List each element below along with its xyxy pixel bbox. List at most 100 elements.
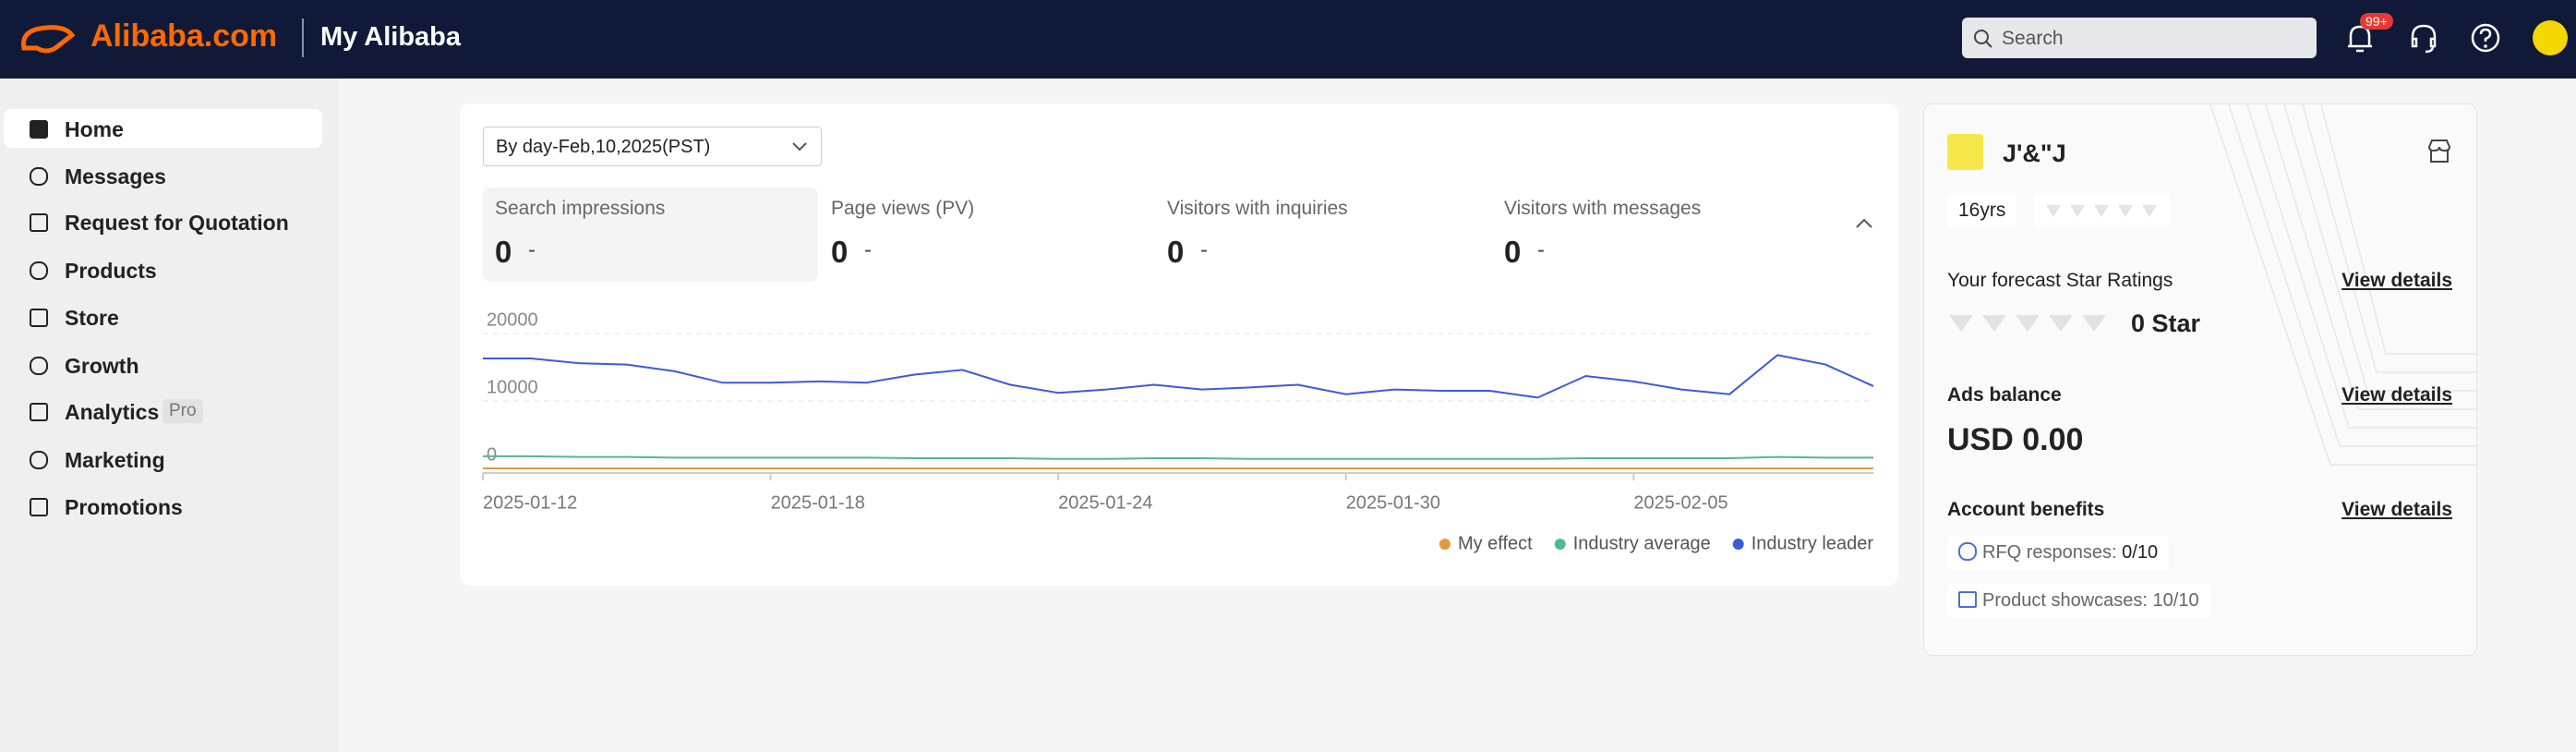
benefit-rfq: RFQ responses: 0/10 bbox=[1947, 536, 2170, 570]
header-title: My Alibaba bbox=[320, 22, 462, 52]
avatar[interactable] bbox=[2533, 20, 2568, 55]
benefit-showcase: Product showcases: 10/10 bbox=[1947, 584, 2210, 618]
search-placeholder: Search bbox=[2002, 28, 2064, 49]
sidebar-item[interactable]: Home bbox=[4, 109, 322, 148]
profile-logo bbox=[1947, 134, 1983, 170]
ads-balance: USD 0.00 bbox=[1947, 422, 2084, 457]
metric-change: - bbox=[528, 237, 536, 262]
benefit-label: RFQ responses: bbox=[1982, 542, 2117, 563]
date-selector-text: By day-Feb,10,2025(PST) bbox=[496, 137, 711, 157]
metric-value: 0 bbox=[1167, 235, 1185, 269]
help-icon[interactable] bbox=[2469, 21, 2502, 55]
x-tick-label: 2025-02-05 bbox=[1633, 492, 1727, 513]
series-line bbox=[483, 455, 1873, 460]
metric-value: 0 bbox=[495, 235, 512, 269]
benefit-label: Product showcases: bbox=[1982, 590, 2148, 611]
header: Alibaba.com My Alibaba Search 99+ bbox=[0, 0, 2576, 79]
benefits-link[interactable]: View details bbox=[2341, 499, 2452, 520]
date-selector[interactable]: By day-Feb,10,2025(PST) bbox=[483, 127, 822, 166]
sidebar-item[interactable]: Analytics Pro bbox=[4, 392, 322, 431]
star-title: Your forecast Star Ratings bbox=[1947, 270, 2173, 291]
metric-label: Visitors with messages bbox=[1504, 198, 1702, 219]
account-panel: J'&"J 16yrs Your forecast Star Ratings V… bbox=[1923, 103, 2477, 656]
sidebar-label: Products bbox=[65, 259, 157, 283]
support-icon[interactable] bbox=[2407, 22, 2440, 55]
diamond-pill bbox=[2033, 193, 2170, 228]
metric-change: - bbox=[1537, 237, 1545, 262]
legend-label: My effect bbox=[1458, 533, 1533, 553]
benefit-icon bbox=[1958, 591, 1977, 608]
chevron-up[interactable] bbox=[1854, 216, 1874, 231]
sidebar-label: Home bbox=[65, 117, 124, 141]
sidebar-item[interactable]: Products bbox=[4, 250, 322, 289]
ads-link[interactable]: View details bbox=[2341, 384, 2452, 406]
chevron-down bbox=[792, 142, 807, 152]
search-box[interactable]: Search bbox=[1962, 18, 2317, 58]
legend-swatch bbox=[1732, 539, 1744, 550]
pro-badge: Pro bbox=[163, 399, 203, 423]
x-tick-label: 2025-01-24 bbox=[1058, 492, 1152, 513]
sidebar-label: Messages bbox=[65, 164, 166, 188]
metric-label: Search impressions bbox=[495, 198, 666, 219]
sidebar-item[interactable]: Request for Quotation bbox=[4, 202, 322, 241]
series-line bbox=[483, 354, 1874, 399]
sidebar-icon bbox=[30, 261, 48, 280]
sidebar-item[interactable]: Promotions bbox=[4, 487, 322, 526]
sidebar-label: Request for Quotation bbox=[65, 211, 289, 235]
x-tick-label: 2025-01-12 bbox=[483, 492, 577, 513]
sidebar-item[interactable]: Messages bbox=[4, 156, 322, 195]
sidebar-icon bbox=[30, 120, 48, 139]
sidebar-label: Marketing bbox=[65, 448, 165, 472]
analytics-card: By day-Feb,10,2025(PST) Search impressio… bbox=[460, 103, 1898, 586]
notification-badge: 99+ bbox=[2360, 13, 2393, 30]
sidebar-icon bbox=[30, 357, 48, 375]
benefits-title: Account benefits bbox=[1947, 499, 2105, 520]
sidebar-label: Store bbox=[65, 306, 119, 330]
logo-icon bbox=[21, 25, 76, 54]
y-tick-label: 10000 bbox=[487, 377, 538, 397]
benefit-value: 0/10 bbox=[2122, 542, 2159, 563]
x-tick-label: 2025-01-18 bbox=[771, 492, 865, 513]
sidebar-label: Analytics bbox=[65, 400, 160, 424]
sidebar: Home Messages Request for Quotation Product… bbox=[0, 79, 339, 752]
sidebar-icon bbox=[30, 213, 48, 232]
star-diamonds bbox=[1949, 315, 2106, 332]
legend-swatch bbox=[1438, 539, 1451, 550]
metric-highlight bbox=[483, 188, 818, 282]
profile-name: J'&"J bbox=[2003, 139, 2066, 167]
y-tick-label: 20000 bbox=[487, 309, 538, 330]
years-pill: 16yrs bbox=[1947, 193, 2017, 228]
star-link[interactable]: View details bbox=[2341, 270, 2452, 291]
legend-label: Industry leader bbox=[1751, 533, 1874, 553]
bell-icon[interactable] bbox=[2345, 22, 2377, 55]
sidebar-label: Growth bbox=[65, 354, 139, 378]
metric-value: 0 bbox=[1504, 235, 1522, 269]
metric-label: Visitors with inquiries bbox=[1167, 198, 1348, 219]
x-tick-label: 2025-01-30 bbox=[1346, 492, 1440, 513]
metric-change: - bbox=[1200, 237, 1208, 262]
sidebar-label: Promotions bbox=[65, 495, 183, 519]
benefit-value: 10/10 bbox=[2152, 590, 2199, 611]
sidebar-item[interactable]: Marketing bbox=[4, 440, 322, 479]
sidebar-icon bbox=[30, 309, 48, 327]
logo-text: Alibaba.com bbox=[90, 18, 278, 54]
sidebar-icon bbox=[30, 167, 48, 186]
sidebar-icon bbox=[30, 403, 48, 421]
ads-title: Ads balance bbox=[1947, 384, 2062, 406]
sidebar-item[interactable]: Store bbox=[4, 297, 322, 336]
legend-label: Industry average bbox=[1573, 533, 1711, 553]
y-tick-label: 0 bbox=[487, 444, 497, 465]
sidebar-icon bbox=[30, 451, 48, 469]
metric-label: Page views (PV) bbox=[831, 198, 975, 219]
star-value: 0 Star bbox=[2131, 309, 2201, 337]
metric-value: 0 bbox=[831, 235, 849, 269]
metric-change: - bbox=[864, 237, 872, 262]
divider bbox=[302, 18, 304, 57]
decoration bbox=[2209, 104, 2476, 466]
sidebar-item[interactable]: Growth bbox=[4, 346, 322, 384]
sidebar-icon bbox=[30, 498, 48, 516]
benefit-icon bbox=[1958, 542, 1977, 561]
store-icon[interactable] bbox=[2426, 138, 2453, 165]
